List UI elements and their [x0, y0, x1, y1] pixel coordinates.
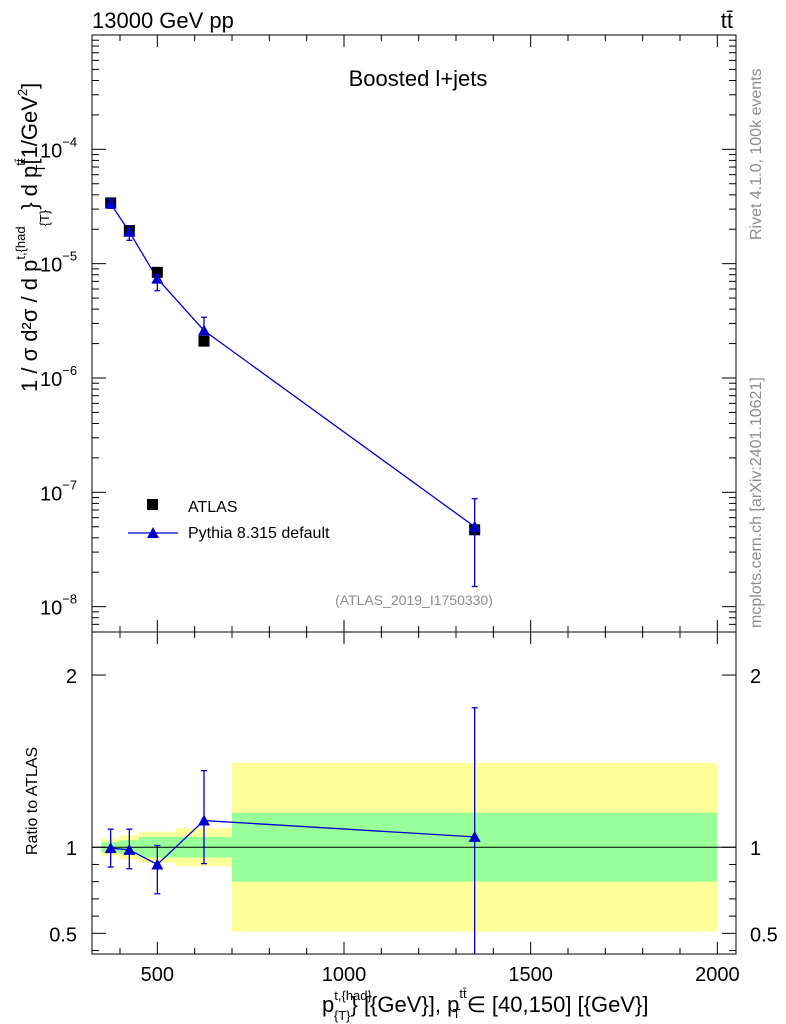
main-axis-ticks: 10−8 10−7 10−6 10−5 10−4	[40, 35, 736, 633]
y-label-part1: 1 / σ d²σ / d p	[17, 260, 42, 392]
x-label-sub2: T	[453, 1006, 461, 1021]
ratio-point	[123, 843, 136, 855]
plot-title: Boosted l+jets	[349, 66, 488, 91]
process-label: tt̄	[721, 8, 733, 33]
ratio-axis-ticks: 500 1000 1500 2000 0.5 0.5 1 1 2 2	[49, 632, 778, 986]
x-tick-label: 1500	[508, 964, 553, 986]
y-tick-label: 10−4	[40, 134, 77, 162]
ratio-frame	[91, 631, 737, 955]
ratio-y-tick-label: 0.5	[49, 924, 77, 946]
legend: ATLAS Pythia 8.315 default	[128, 499, 330, 542]
main-frame	[91, 34, 737, 633]
ratio-panel: 500 1000 1500 2000 0.5 0.5 1 1 2 2 Ratio to ATLAS	[24, 631, 778, 986]
ratio-y-tick-label-right: 0.5	[750, 924, 778, 946]
x-tick-label: 500	[141, 964, 174, 986]
x-label-sup1: t,{had}	[334, 988, 372, 1003]
x-label-mid: } [{GeV}], p	[350, 992, 459, 1017]
y-label-sup1: t,{had	[13, 226, 28, 259]
legend-atlas-marker	[147, 499, 158, 510]
ratio-y-tick-label-right: 1	[750, 838, 761, 860]
rivet-label: Rivet 4.1.0, 100k events	[748, 68, 765, 240]
y-tick-exponent: −8	[62, 592, 77, 607]
x-tick-label: 2000	[695, 964, 740, 986]
pythia-point	[468, 520, 481, 532]
pythia-point	[104, 197, 117, 209]
ratio-y-tick-label: 1	[66, 838, 77, 860]
collision-energy-label: 13000 GeV pp	[92, 8, 234, 33]
ratio-point	[198, 814, 210, 826]
y-tick-exponent: −7	[62, 477, 77, 492]
ratio-point	[468, 830, 481, 842]
y-label-part2: } d p	[17, 166, 42, 210]
svg-text:1 / σ d²σ / d pt,{had{T}} d pt: 1 / σ d²σ / d pt,{had {T}} d ptt̄ T[1/GeV2…	[13, 83, 52, 392]
y-tick-label: 10−6	[40, 363, 77, 391]
x-tick-label: 1000	[322, 964, 367, 986]
ratio-data	[92, 707, 736, 954]
x-label-tail: ∈ [40,150] [{GeV}]	[461, 992, 649, 1017]
pythia-line	[110, 203, 476, 528]
ratio-point	[104, 842, 117, 854]
legend-atlas-label: ATLAS	[188, 499, 238, 516]
y-label-sub1: {T}	[37, 209, 52, 226]
y-tick-exponent: −4	[62, 134, 77, 149]
y-label-sup3: 2	[15, 89, 30, 96]
y-label-part3: [1/GeV	[17, 96, 42, 165]
legend-pythia-marker	[147, 527, 159, 538]
y-axis-label: 1 / σ d²σ / d pt,{had {T}} d ptt̄ T[1/GeV2…	[13, 83, 52, 392]
analysis-label: (ATLAS_2019_I1750330)	[335, 592, 493, 608]
x-label-sub1: {T}	[334, 1008, 351, 1023]
y-tick-label: 10−5	[40, 249, 77, 277]
y-tick-label: 10−7	[40, 477, 77, 505]
y-label-sup2: tt̄	[13, 158, 28, 166]
y-label-sub2: T	[33, 165, 48, 173]
atlas-point	[151, 266, 163, 278]
mcplots-label: mcplots.cern.ch [arXiv:2401.10621]	[748, 377, 765, 628]
pythia-point	[198, 324, 210, 336]
x-axis-label: pt,{had} {T}} [{GeV}], ptt̄ T ∈ [40,150] […	[322, 986, 649, 1023]
y-tick-exponent: −5	[62, 249, 77, 264]
y-tick-label: 10−8	[40, 592, 77, 620]
y-label-part4: ]	[17, 83, 42, 89]
main-data	[104, 197, 481, 588]
x-label-sup2: tt̄	[459, 986, 467, 1001]
x-label-p1: p	[322, 992, 334, 1017]
ratio-y-label: Ratio to ATLAS	[24, 747, 41, 855]
ratio-point	[151, 858, 164, 870]
ratio-y-tick-label: 2	[66, 666, 77, 688]
y-tick-exponent: −6	[62, 363, 77, 378]
pythia-point	[123, 225, 136, 237]
atlas-point	[198, 335, 210, 347]
legend-pythia-label: Pythia 8.315 default	[188, 525, 330, 542]
pythia-point	[151, 272, 164, 284]
main-panel: 10−8 10−7 10−6 10−5 10−4 Boosted l+jets (ATL…	[13, 34, 737, 633]
ratio-y-tick-label-right: 2	[750, 666, 761, 688]
